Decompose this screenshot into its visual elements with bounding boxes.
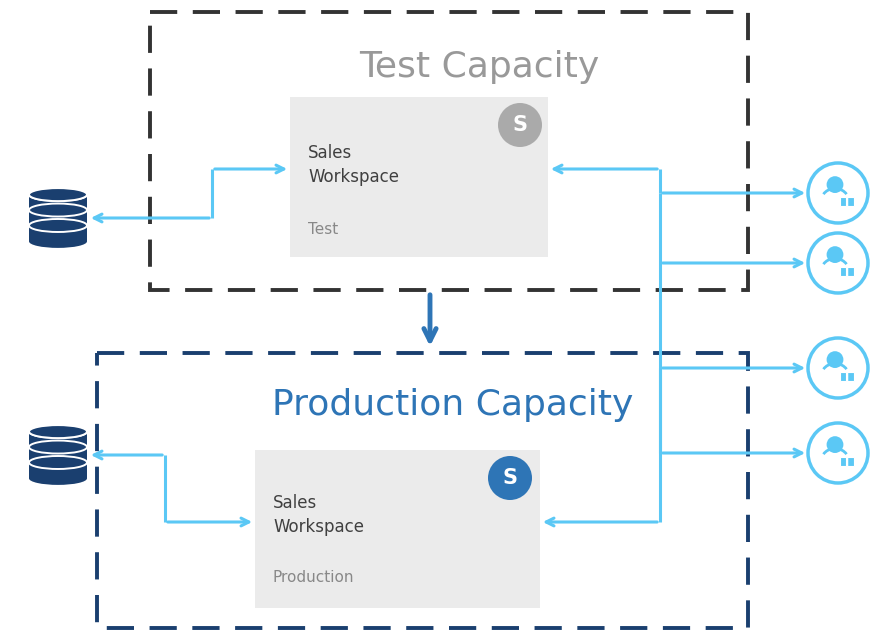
Ellipse shape bbox=[29, 425, 87, 438]
Bar bbox=[847, 197, 854, 205]
Text: Production: Production bbox=[273, 570, 354, 586]
Bar bbox=[29, 195, 87, 241]
Text: Sales
Workspace: Sales Workspace bbox=[273, 494, 364, 537]
Text: Sales
Workspace: Sales Workspace bbox=[308, 144, 399, 186]
Circle shape bbox=[808, 163, 868, 223]
FancyBboxPatch shape bbox=[255, 450, 540, 608]
Bar bbox=[29, 431, 87, 478]
Circle shape bbox=[827, 436, 844, 453]
Circle shape bbox=[498, 103, 542, 147]
Circle shape bbox=[827, 246, 844, 263]
Circle shape bbox=[488, 456, 532, 500]
Ellipse shape bbox=[29, 235, 87, 248]
Text: Test: Test bbox=[308, 223, 338, 237]
Bar bbox=[839, 267, 846, 276]
Bar bbox=[839, 197, 846, 205]
Bar bbox=[839, 457, 846, 466]
Bar bbox=[847, 457, 854, 466]
Ellipse shape bbox=[29, 188, 87, 201]
Circle shape bbox=[808, 233, 868, 293]
Text: Test Capacity: Test Capacity bbox=[359, 50, 599, 84]
Bar bbox=[839, 371, 846, 381]
Bar bbox=[847, 267, 854, 276]
FancyBboxPatch shape bbox=[290, 97, 548, 257]
Circle shape bbox=[808, 423, 868, 483]
Circle shape bbox=[808, 338, 868, 398]
Circle shape bbox=[827, 176, 844, 193]
Circle shape bbox=[827, 351, 844, 368]
Text: S: S bbox=[513, 115, 528, 135]
Ellipse shape bbox=[29, 472, 87, 485]
Text: S: S bbox=[503, 468, 517, 488]
Text: Production Capacity: Production Capacity bbox=[271, 388, 633, 422]
Bar bbox=[847, 371, 854, 381]
